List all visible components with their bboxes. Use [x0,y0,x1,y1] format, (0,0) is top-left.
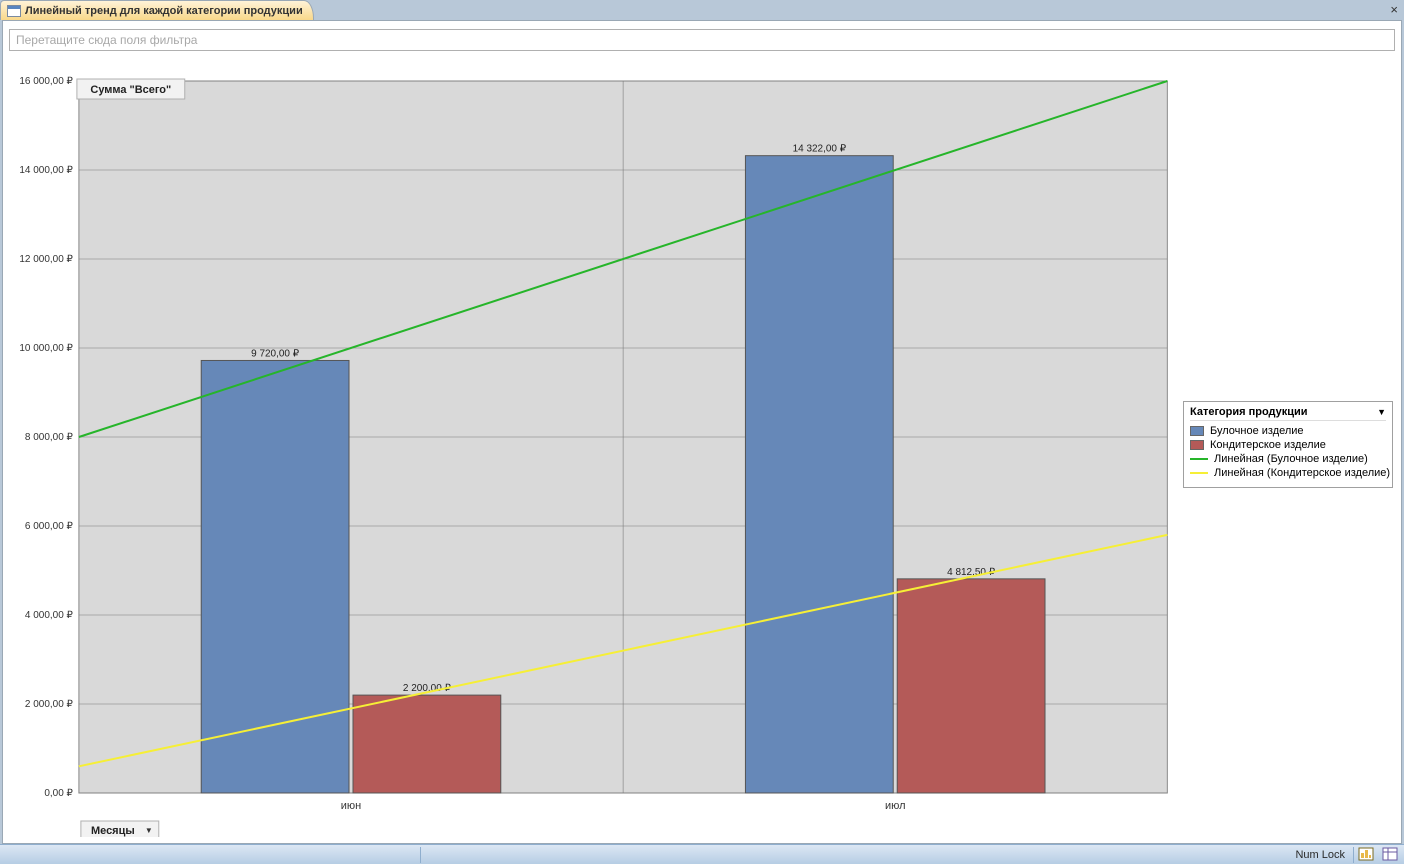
legend-header[interactable]: Категория продукции ▼ [1190,406,1386,421]
legend-item[interactable]: Линейная (Булочное изделие) [1190,453,1386,465]
client-area: Перетащите сюда поля фильтра 0,00 ₽ 2 000… [2,20,1402,844]
bar-label: 9 720,00 ₽ [251,348,300,359]
view-pivotchart-button[interactable] [1358,847,1378,863]
legend-label: Булочное изделие [1210,425,1304,437]
bar[interactable] [897,579,1045,793]
y-tick-label: 12 000,00 ₽ [19,254,73,265]
pivotchart-icon [7,5,21,17]
y-tick-label: 14 000,00 ₽ [19,165,73,176]
close-icon[interactable]: × [1390,2,1398,17]
x-tick-label: июл [885,800,906,812]
bar-label: 14 322,00 ₽ [793,144,847,155]
legend-label: Линейная (Булочное изделие) [1214,453,1368,465]
legend-title: Категория продукции [1190,406,1308,418]
bar[interactable] [353,695,501,793]
y-tick-label: 0,00 ₽ [44,788,73,799]
tab-pivotchart[interactable]: Линейный тренд для каждой категории прод… [0,0,314,20]
y-tick-label: 2 000,00 ₽ [25,699,74,710]
view-pivottable-button[interactable] [1382,847,1402,863]
legend-label: Линейная (Кондитерское изделие) [1214,467,1390,479]
chevron-down-icon: ▼ [1377,407,1386,417]
legend-label: Кондитерское изделие [1210,439,1326,451]
tab-title: Линейный тренд для каждой категории прод… [25,5,303,17]
bar[interactable] [745,156,893,793]
chart-title-badge[interactable]: Сумма "Всего" [90,84,171,96]
numlock-indicator: Num Lock [1295,849,1345,861]
legend-swatch [1190,426,1204,436]
y-tick-label: 10 000,00 ₽ [19,343,73,354]
legend-line-swatch [1190,472,1208,474]
legend-item[interactable]: Кондитерское изделие [1190,439,1386,451]
legend-item[interactable]: Линейная (Кондитерское изделие) [1190,467,1386,479]
y-tick-label: 8 000,00 ₽ [25,432,74,443]
legend-swatch [1190,440,1204,450]
chevron-down-icon: ▼ [145,826,153,835]
bar[interactable] [201,360,349,793]
y-tick-label: 4 000,00 ₽ [25,610,74,621]
x-tick-label: июн [341,800,361,812]
legend-item[interactable]: Булочное изделие [1190,425,1386,437]
x-axis-field-badge[interactable]: Месяцы [91,825,135,837]
legend-line-swatch [1190,458,1208,460]
legend: Категория продукции ▼ Булочное изделие Ко… [1183,401,1393,488]
y-tick-label: 6 000,00 ₽ [25,521,74,532]
filter-drop-zone[interactable]: Перетащите сюда поля фильтра [9,29,1395,51]
tab-bar: Линейный тренд для каждой категории прод… [0,0,1404,20]
status-bar: Num Lock [0,844,1404,864]
y-tick-label: 16 000,00 ₽ [19,76,73,87]
